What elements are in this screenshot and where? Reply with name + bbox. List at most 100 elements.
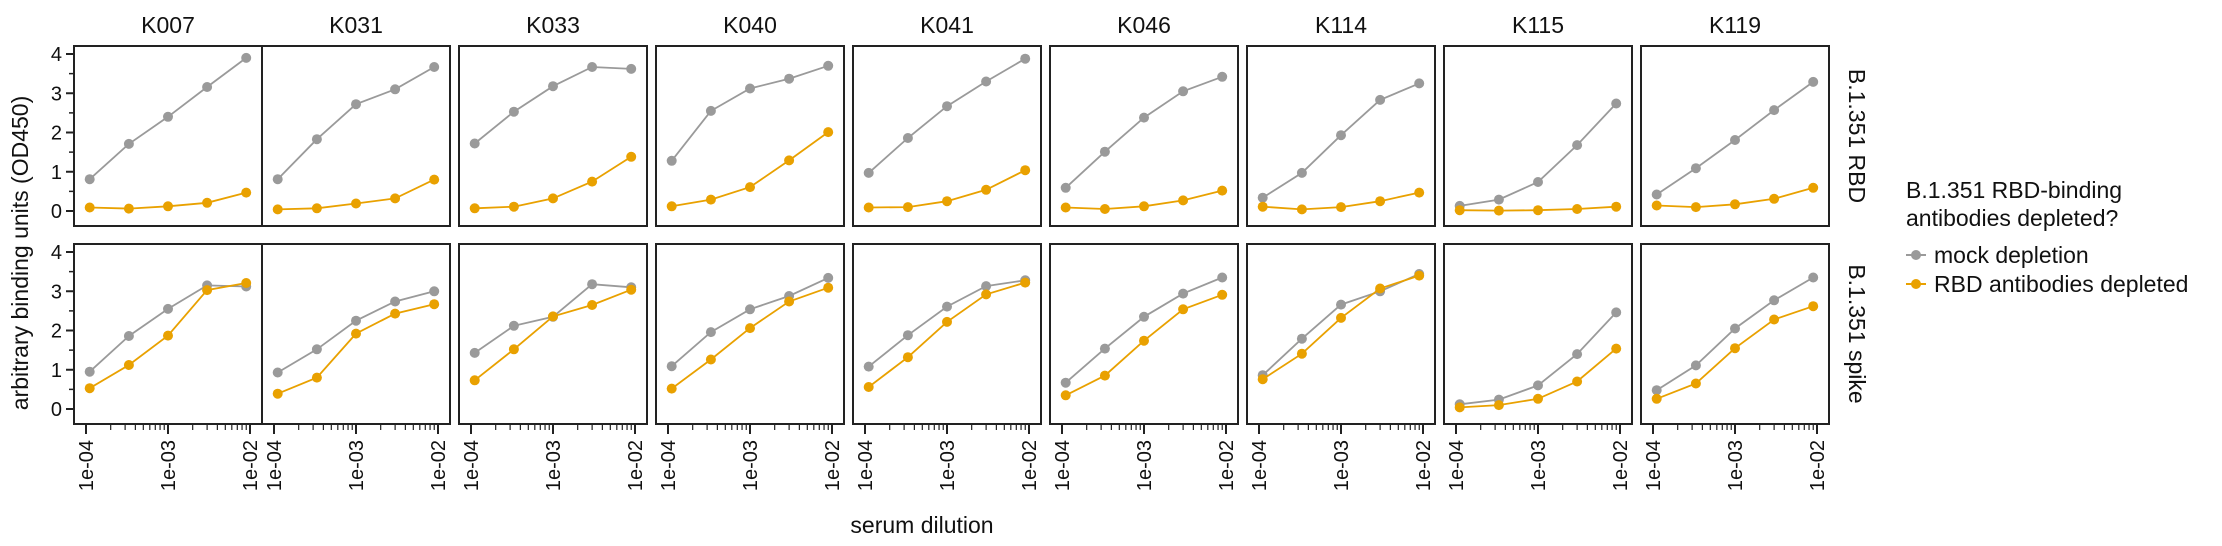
data-point-mock-depletion <box>1178 288 1189 299</box>
data-point-rbd-antibodies-depleted <box>587 300 598 310</box>
data-point-rbd-antibodies-depleted <box>241 187 252 198</box>
data-point-rbd-antibodies-depleted <box>1414 270 1425 281</box>
data-point-rbd-antibodies-depleted <box>981 184 992 195</box>
data-point-mock-depletion <box>981 281 992 292</box>
data-point-rbd-antibodies-depleted <box>1454 402 1465 413</box>
data-point-mock-depletion <box>705 327 716 338</box>
data-point-rbd-antibodies-depleted <box>163 330 173 341</box>
panel-b-1-351-spike-k041 <box>852 243 1042 425</box>
x-tick-label: 1e-02 <box>1216 440 1238 491</box>
row-facet-label-b-1-351-rbd: B.1.351 RBD <box>1844 69 1870 203</box>
data-point-mock-depletion <box>1651 189 1662 200</box>
data-point-rbd-antibodies-depleted <box>1296 348 1307 359</box>
data-point-mock-depletion <box>823 60 834 71</box>
facet-label-k033: K033 <box>526 12 580 38</box>
data-point-rbd-antibodies-depleted <box>548 193 558 204</box>
x-tick-label: 1e-02 <box>1610 440 1632 491</box>
data-point-mock-depletion <box>390 84 401 95</box>
panel-frame <box>1640 243 1830 425</box>
data-point-mock-depletion <box>351 99 361 110</box>
facet-label-k119: K119 <box>1709 12 1761 38</box>
data-point-rbd-antibodies-depleted <box>1572 376 1583 387</box>
data-point-mock-depletion <box>784 73 795 84</box>
data-point-rbd-antibodies-depleted <box>784 155 795 166</box>
facet-label-k041: K041 <box>920 12 974 38</box>
data-point-rbd-antibodies-depleted <box>123 203 134 214</box>
x-tick-label: 1e-03 <box>937 440 959 491</box>
data-point-mock-depletion <box>163 303 173 314</box>
panel-b-1-351-rbd-k031 <box>261 45 451 227</box>
x-tick-label: 1e-03 <box>346 440 368 491</box>
y-tick-label: 4 <box>51 242 62 264</box>
data-point-rbd-antibodies-depleted <box>705 354 716 365</box>
data-point-mock-depletion <box>942 101 952 112</box>
x-tick-label: 1e-04 <box>264 440 286 491</box>
data-point-rbd-antibodies-depleted <box>469 203 480 214</box>
facet-label-k046: K046 <box>1117 12 1171 38</box>
data-point-mock-depletion <box>666 361 677 372</box>
data-point-rbd-antibodies-depleted <box>666 383 677 394</box>
x-tick-label: 1e-04 <box>76 440 98 491</box>
legend-title-line2: antibodies depleted? <box>1906 205 2118 231</box>
data-point-rbd-antibodies-depleted <box>587 176 598 187</box>
panel-frame <box>1443 45 1633 227</box>
data-point-mock-depletion <box>1336 130 1346 141</box>
x-tick-label: 1e-04 <box>461 440 483 491</box>
data-point-mock-depletion <box>1769 295 1780 306</box>
data-point-rbd-antibodies-depleted <box>942 316 952 327</box>
y-axis-label: arbitrary binding units (OD450) <box>7 96 33 410</box>
panel-frame <box>261 45 451 227</box>
data-point-rbd-antibodies-depleted <box>1454 205 1465 216</box>
series-line-mock-depletion <box>868 57 1026 174</box>
data-point-mock-depletion <box>311 134 322 145</box>
x-tick-label: 1e-02 <box>625 440 647 491</box>
data-point-rbd-antibodies-depleted <box>202 285 213 296</box>
panel-frame <box>1049 45 1239 227</box>
data-point-rbd-antibodies-depleted <box>429 299 440 310</box>
series-line-mock-depletion <box>670 64 829 162</box>
data-point-rbd-antibodies-depleted <box>548 311 558 322</box>
panel-b-1-351-rbd-k046 <box>1049 45 1239 227</box>
legend-entry-mock: mock depletion <box>1906 242 2089 268</box>
data-point-mock-depletion <box>1099 343 1110 354</box>
data-point-mock-depletion <box>1020 53 1031 64</box>
panel-b-1-351-rbd-k115 <box>1443 45 1633 227</box>
legend-label-depleted: RBD antibodies depleted <box>1934 271 2188 297</box>
x-tick-label: 1e-02 <box>1807 440 1829 491</box>
data-point-mock-depletion <box>1414 78 1425 89</box>
data-point-mock-depletion <box>1730 135 1740 145</box>
series-line-mock-depletion <box>1065 276 1223 384</box>
panel-frame <box>1049 243 1239 425</box>
legend-marker-mock <box>1911 250 1921 260</box>
panel-b-1-351-rbd-k007 <box>73 45 263 227</box>
panel-b-1-351-rbd-k119 <box>1640 45 1830 227</box>
panel-frame <box>655 45 845 227</box>
y-tick-label: 0 <box>51 201 62 223</box>
data-point-mock-depletion <box>587 62 598 72</box>
panel-b-1-351-spike-k115 <box>1443 243 1633 425</box>
data-point-rbd-antibodies-depleted <box>1651 393 1662 404</box>
data-point-mock-depletion <box>469 347 480 358</box>
data-point-mock-depletion <box>1139 112 1149 123</box>
panel-frame <box>1640 45 1830 227</box>
data-point-mock-depletion <box>1690 360 1701 371</box>
data-point-mock-depletion <box>1808 76 1819 87</box>
data-point-rbd-antibodies-depleted <box>1690 202 1701 213</box>
data-point-mock-depletion <box>1690 163 1701 174</box>
data-point-rbd-antibodies-depleted <box>84 383 95 394</box>
series-line-mock-depletion <box>1262 273 1420 376</box>
data-point-mock-depletion <box>1296 333 1307 344</box>
data-point-mock-depletion <box>902 330 913 341</box>
series-line-mock-depletion <box>1459 102 1617 207</box>
data-point-rbd-antibodies-depleted <box>163 201 173 212</box>
data-point-rbd-antibodies-depleted <box>1611 201 1622 212</box>
data-point-rbd-antibodies-depleted <box>1533 393 1543 404</box>
data-point-mock-depletion <box>1139 311 1149 322</box>
data-point-rbd-antibodies-depleted <box>1296 204 1307 215</box>
panel-b-1-351-spike-k114 <box>1246 243 1436 425</box>
data-point-mock-depletion <box>1060 182 1071 193</box>
y-tick-label: 1 <box>51 162 62 184</box>
series-line-rbd-antibodies-depleted <box>1262 274 1420 380</box>
data-point-mock-depletion <box>84 366 95 377</box>
